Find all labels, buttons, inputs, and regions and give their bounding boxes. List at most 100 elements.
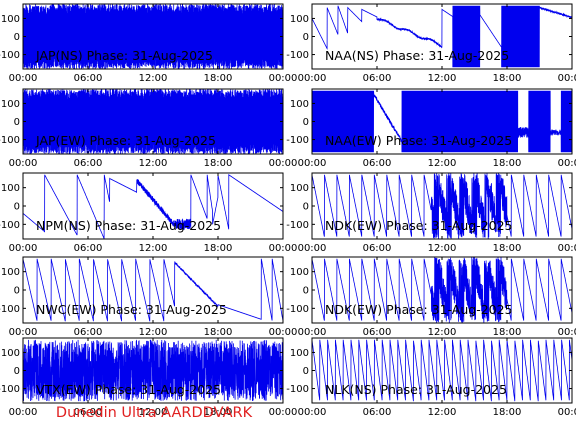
x-tick-label: 18:00 — [493, 158, 522, 169]
series-line — [23, 173, 283, 239]
chart-title: NDK(EW) Phase: 31-Aug-2025 — [325, 218, 513, 233]
y-tick-label: 0 — [14, 366, 20, 377]
x-tick-label: 00:00 — [558, 327, 576, 338]
chart-title: NPM(NS) Phase: 31-Aug-2025 — [36, 218, 221, 233]
y-tick-label: -100 — [0, 220, 20, 231]
chart-title: NDK(EW) Phase: 31-Aug-2025 — [325, 302, 513, 317]
x-tick-label: 06:00 — [363, 243, 392, 254]
y-tick-label: 0 — [303, 202, 309, 213]
x-tick-label: 00:00 — [558, 243, 576, 254]
series-line — [312, 173, 572, 239]
x-tick-label: 12:00 — [428, 158, 457, 169]
series-line — [23, 89, 283, 154]
x-tick-label: 00:00 — [298, 407, 327, 418]
x-tick-label: 18:00 — [493, 327, 522, 338]
y-tick-label: 0 — [14, 117, 20, 128]
panel: -100 0 100 00:00 06:00 12:00 18:00 00:00 VTX(EW)… — [0, 337, 298, 418]
x-tick-label: 00:00 — [558, 158, 576, 169]
x-tick-label: 00:00 — [269, 407, 298, 418]
chart-title: VTX(EW) Phase: 31-Aug-2025 — [36, 382, 221, 397]
series-line — [23, 4, 283, 69]
y-tick-label: 0 — [303, 117, 309, 128]
series-line — [23, 339, 283, 402]
x-tick-label: 00:00 — [298, 158, 327, 169]
chart-title: NAA(EW) Phase: 31-Aug-2025 — [325, 133, 512, 148]
y-tick-label: 0 — [14, 202, 20, 213]
x-tick-label: 00:00 — [9, 73, 38, 84]
x-tick-label: 12:00 — [428, 243, 457, 254]
y-tick-label: 0 — [303, 32, 309, 43]
chart-title: JAP(EW) Phase: 31-Aug-2025 — [35, 133, 216, 148]
x-tick-label: 00:00 — [298, 327, 327, 338]
y-tick-label: -100 — [286, 50, 309, 61]
y-tick-label: 100 — [1, 183, 20, 194]
x-tick-label: 12:00 — [428, 407, 457, 418]
x-tick-label: 00:00 — [269, 243, 298, 254]
y-tick-label: 100 — [290, 267, 309, 278]
x-tick-label: 12:00 — [139, 158, 168, 169]
x-tick-label: 18:00 — [204, 158, 233, 169]
x-tick-label: 06:00 — [74, 243, 103, 254]
footer-label: Dunedin Ultra AARDDVARK — [55, 405, 253, 421]
x-tick-label: 18:00 — [493, 407, 522, 418]
series-line — [312, 257, 572, 323]
x-tick-label: 00:00 — [9, 407, 38, 418]
x-tick-label: 12:00 — [139, 407, 168, 418]
x-tick-label: 06:00 — [74, 407, 103, 418]
y-tick-label: 0 — [14, 286, 20, 297]
x-tick-label: 06:00 — [363, 407, 392, 418]
y-tick-label: -100 — [286, 135, 309, 146]
x-tick-label: 12:00 — [139, 243, 168, 254]
panel: -100 0 100 00:00 06:00 12:00 18:00 00:00 NAA(NS)… — [286, 3, 576, 84]
panel: -100 0 100 00:00 06:00 12:00 18:00 00:00 NPM(NS)… — [0, 172, 298, 254]
panel: -100 0 100 00:00 06:00 12:00 18:00 00:00 NDK(EW)… — [286, 256, 576, 338]
series-line — [312, 339, 572, 402]
y-tick-label: -100 — [0, 135, 20, 146]
y-tick-label: 100 — [290, 14, 309, 25]
series-line — [23, 258, 283, 322]
y-tick-label: 100 — [1, 14, 20, 25]
chart-title: NWC(EW) Phase: 31-Aug-2025 — [36, 302, 227, 317]
y-tick-label: -100 — [286, 304, 309, 315]
x-tick-label: 00:00 — [269, 158, 298, 169]
x-tick-label: 00:00 — [269, 73, 298, 84]
panel: -100 0 100 00:00 06:00 12:00 18:00 00:00 NLK(NS)… — [286, 337, 576, 418]
y-tick-label: 100 — [290, 99, 309, 110]
x-tick-label: 12:00 — [428, 73, 457, 84]
x-tick-label: 18:00 — [493, 73, 522, 84]
series-line — [312, 5, 572, 68]
panel: -100 0 100 00:00 06:00 12:00 18:00 00:00 JAP(NS)… — [0, 3, 298, 84]
panel: -100 0 100 00:00 06:00 12:00 18:00 00:00 NWC(EW)… — [0, 256, 297, 338]
y-tick-label: 100 — [1, 99, 20, 110]
chart-title: JAP(NS) Phase: 31-Aug-2025 — [35, 48, 213, 63]
x-tick-label: 06:00 — [363, 73, 392, 84]
y-tick-label: -100 — [0, 50, 20, 61]
y-tick-label: 100 — [1, 267, 20, 278]
y-tick-label: 0 — [303, 286, 309, 297]
y-tick-label: 100 — [1, 348, 20, 359]
x-tick-label: 18:00 — [204, 243, 233, 254]
x-tick-label: 12:00 — [139, 73, 168, 84]
chart-title: NAA(NS) Phase: 31-Aug-2025 — [325, 48, 509, 63]
x-tick-label: 00:00 — [9, 158, 38, 169]
x-tick-label: 00:00 — [9, 327, 38, 338]
x-tick-label: 06:00 — [363, 327, 392, 338]
panel: -100 0 100 00:00 06:00 12:00 18:00 00:00 NAA(EW)… — [286, 88, 576, 169]
x-tick-label: 18:00 — [204, 407, 233, 418]
x-tick-label: 06:00 — [74, 73, 103, 84]
y-tick-label: -100 — [286, 220, 309, 231]
x-tick-label: 00:00 — [558, 73, 576, 84]
y-tick-label: 100 — [290, 348, 309, 359]
x-tick-label: 06:00 — [74, 327, 103, 338]
x-tick-label: 06:00 — [363, 158, 392, 169]
x-tick-label: 00:00 — [298, 243, 327, 254]
panel: -100 0 100 00:00 06:00 12:00 18:00 00:00 NDK(EW)… — [286, 172, 576, 254]
y-tick-label: 0 — [303, 366, 309, 377]
chart-title: NLK(NS) Phase: 31-Aug-2025 — [325, 382, 507, 397]
x-tick-label: 18:00 — [204, 327, 233, 338]
x-tick-label: 06:00 — [74, 158, 103, 169]
y-tick-label: -100 — [0, 384, 20, 395]
y-tick-label: -100 — [0, 304, 20, 315]
x-tick-label: 12:00 — [428, 327, 457, 338]
